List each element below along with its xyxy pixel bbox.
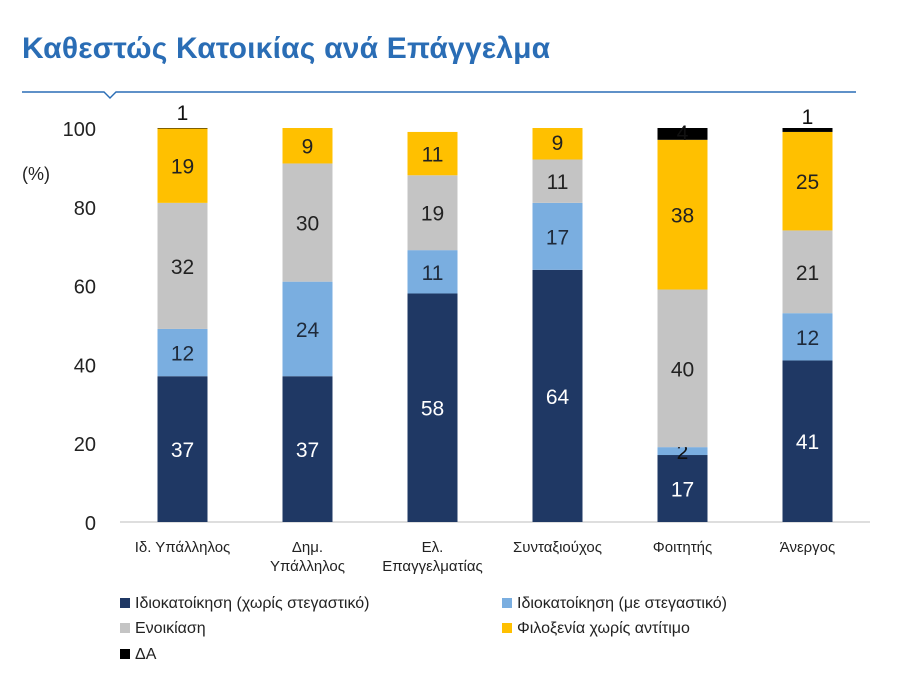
- bar-data-label: 25: [796, 171, 819, 194]
- x-tick-label: Άνεργος: [780, 539, 836, 556]
- y-tick-label: 60: [74, 277, 96, 299]
- bar-segment: [407, 293, 458, 522]
- bar-segment: [407, 175, 458, 251]
- bar-data-label: 38: [671, 205, 694, 228]
- bar-data-label: 19: [421, 203, 444, 226]
- bar-data-label: 37: [296, 439, 319, 462]
- bar-segment: [657, 128, 708, 140]
- y-axis-label: (%): [22, 164, 50, 184]
- x-tick-label: Επαγγελματίας: [382, 558, 482, 575]
- bar-data-label: 12: [171, 343, 194, 366]
- bar-data-label: 12: [796, 327, 819, 350]
- bar-data-label: 24: [296, 319, 320, 342]
- x-tick-label: Φοιτητής: [653, 539, 712, 556]
- title-rule: [22, 91, 856, 99]
- x-tick-label: Υπάλληλος: [270, 558, 345, 575]
- bar-data-label: 1: [177, 102, 189, 125]
- chart-title: Καθεστώς Κατοικίας ανά Επάγγελμα: [22, 32, 551, 65]
- bar-data-label: 17: [546, 226, 569, 249]
- bar-data-label: 41: [796, 431, 819, 454]
- bar-data-label: 11: [547, 171, 569, 194]
- bar-data-label: 30: [296, 213, 319, 236]
- y-tick-label: 100: [63, 119, 96, 141]
- bar-data-label: 32: [171, 256, 194, 279]
- bar-segment: [782, 131, 833, 231]
- bar-data-label: 40: [671, 358, 694, 381]
- bar-data-label: 37: [171, 439, 194, 462]
- bar-segment: [657, 447, 708, 456]
- bar-segment: [282, 376, 333, 522]
- bar-segment: [532, 269, 583, 522]
- bar-data-label: 21: [796, 262, 819, 285]
- bar-data-label: 11: [422, 144, 444, 167]
- y-tick-label: 40: [74, 355, 96, 377]
- x-tick-label: Συνταξιούχος: [513, 539, 602, 556]
- bar-data-label: 58: [421, 398, 444, 421]
- y-tick-label: 20: [74, 434, 96, 456]
- bar-data-label: 1: [802, 106, 814, 129]
- bar-segment: [157, 128, 208, 129]
- bar-data-label: 4: [677, 122, 689, 145]
- bar-segment: [782, 128, 833, 132]
- legend-swatch: [120, 598, 130, 608]
- bar-segment: [157, 128, 208, 203]
- bar-segment: [282, 128, 333, 164]
- legend-label: Φιλοξενία χωρίς αντίτιμο: [517, 620, 690, 637]
- legend-label: Ιδιοκατοίκηση (με στεγαστικό): [517, 595, 727, 612]
- bar-segment: [157, 328, 208, 377]
- legend-label: Ιδιοκατοίκηση (χωρίς στεγαστικό): [135, 595, 369, 612]
- legend-swatch: [502, 598, 512, 608]
- legend-label: ΔΑ: [135, 646, 157, 663]
- legend-swatch: [120, 623, 130, 633]
- bar-segment: [782, 230, 833, 314]
- bar-segment: [657, 455, 708, 522]
- bar-segment: [782, 360, 833, 522]
- bar-segment: [157, 376, 208, 522]
- bar-segment: [407, 131, 458, 176]
- bar-segment: [657, 289, 708, 448]
- y-tick-label: 0: [85, 513, 96, 535]
- bar-data-label: 11: [422, 262, 444, 285]
- bar-segment: [282, 281, 333, 377]
- bar-data-label: 19: [171, 155, 194, 178]
- bar-data-label: 2: [677, 441, 689, 464]
- x-tick-label: Δημ.: [292, 539, 323, 556]
- x-tick-label: Ελ.: [422, 539, 444, 556]
- legend-swatch: [502, 623, 512, 633]
- bar-segment: [282, 163, 333, 282]
- bar-segment: [657, 139, 708, 290]
- bar-segment: [157, 202, 208, 329]
- bar-data-label: 17: [671, 479, 694, 502]
- bar-segment: [532, 202, 583, 270]
- bar-segment: [532, 128, 583, 160]
- y-tick-label: 80: [74, 198, 96, 220]
- bar-data-label: 64: [546, 386, 570, 409]
- bar-segment: [782, 313, 833, 361]
- bar-segment: [532, 159, 583, 203]
- bar-segment: [407, 250, 458, 294]
- bar-data-label: 9: [302, 136, 314, 159]
- legend-swatch: [120, 649, 130, 659]
- legend-label: Ενοικίαση: [135, 620, 206, 637]
- bar-data-label: 9: [552, 132, 564, 155]
- x-tick-label: Ιδ. Υπάλληλος: [135, 539, 231, 556]
